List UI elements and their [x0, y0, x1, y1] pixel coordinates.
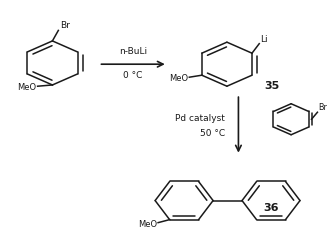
Text: 0 °C: 0 °C [124, 71, 143, 80]
Text: 36: 36 [263, 202, 279, 212]
Text: MeO: MeO [18, 82, 37, 91]
Text: 50 °C: 50 °C [200, 128, 225, 137]
Text: Br: Br [318, 103, 327, 112]
Text: MeO: MeO [169, 74, 188, 83]
Text: Br: Br [60, 21, 69, 30]
Text: Li: Li [260, 35, 268, 44]
Text: 35: 35 [265, 81, 280, 91]
Text: MeO: MeO [138, 219, 157, 228]
Text: n-BuLi: n-BuLi [119, 47, 147, 56]
Text: Pd catalyst: Pd catalyst [175, 113, 225, 122]
